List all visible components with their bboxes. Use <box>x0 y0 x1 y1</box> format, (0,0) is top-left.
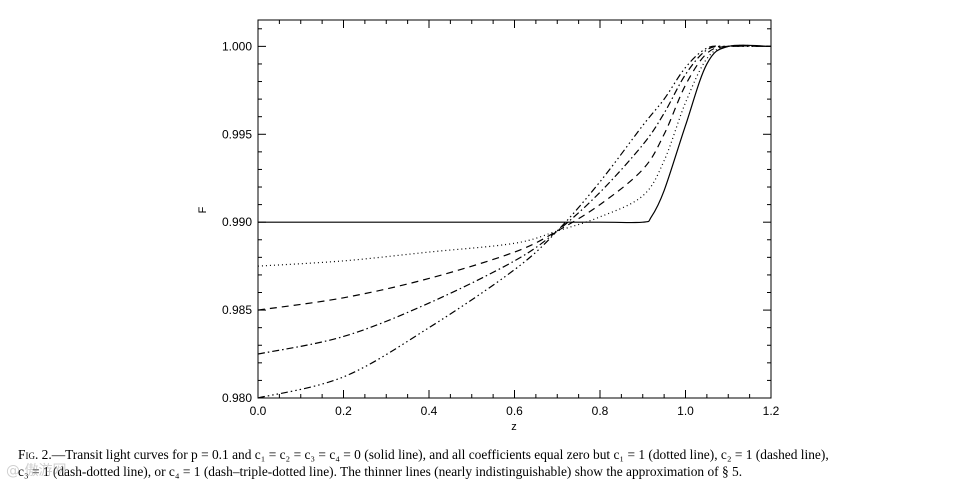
x-tick-label: 0.4 <box>421 404 438 418</box>
axis-tick-labels: 0.0 0.2 0.4 0.6 0.8 1.0 1.2 0.980 0.985 0.990 0.99… <box>222 39 780 418</box>
y-axis-title: F <box>197 206 209 213</box>
series-dash-dotted-line <box>257 45 772 355</box>
y-tick-label: 1.000 <box>222 39 252 53</box>
x-tick-label: 0.2 <box>335 404 352 418</box>
axis-ticks <box>257 20 772 399</box>
watermark-text: @ 傲游网 <box>6 463 67 479</box>
x-tick-label: 1.0 <box>677 404 694 418</box>
y-tick-label: 0.980 <box>222 391 252 405</box>
caption-line-1: Fig. 2.—Transit light curves for p = 0.1… <box>18 446 968 463</box>
caption-label: Fig. 2. <box>18 447 52 462</box>
x-axis-title: z <box>511 421 517 433</box>
x-tick-label: 0.0 <box>250 404 267 418</box>
caption-line-2: c₃ = 1 (dash-dotted line), or c₄ = 1 (da… <box>18 464 743 479</box>
x-tick-label: 1.2 <box>763 404 780 418</box>
series-lines <box>257 44 772 399</box>
y-tick-label: 0.985 <box>222 303 252 317</box>
plot-frame <box>257 19 772 399</box>
y-tick-label: 0.995 <box>222 127 252 141</box>
x-tick-label: 0.6 <box>506 404 523 418</box>
y-tick-label: 0.990 <box>222 215 252 229</box>
series-dashed-line <box>257 45 772 311</box>
figure-caption: Fig. 2.—Transit light curves for p = 0.1… <box>18 446 968 480</box>
caption-text-line-1: —Transit light curves for p = 0.1 and c₁… <box>51 447 829 462</box>
series-solid-line <box>258 44 772 224</box>
series-dotted-line <box>257 44 772 267</box>
x-tick-label: 0.8 <box>592 404 609 418</box>
